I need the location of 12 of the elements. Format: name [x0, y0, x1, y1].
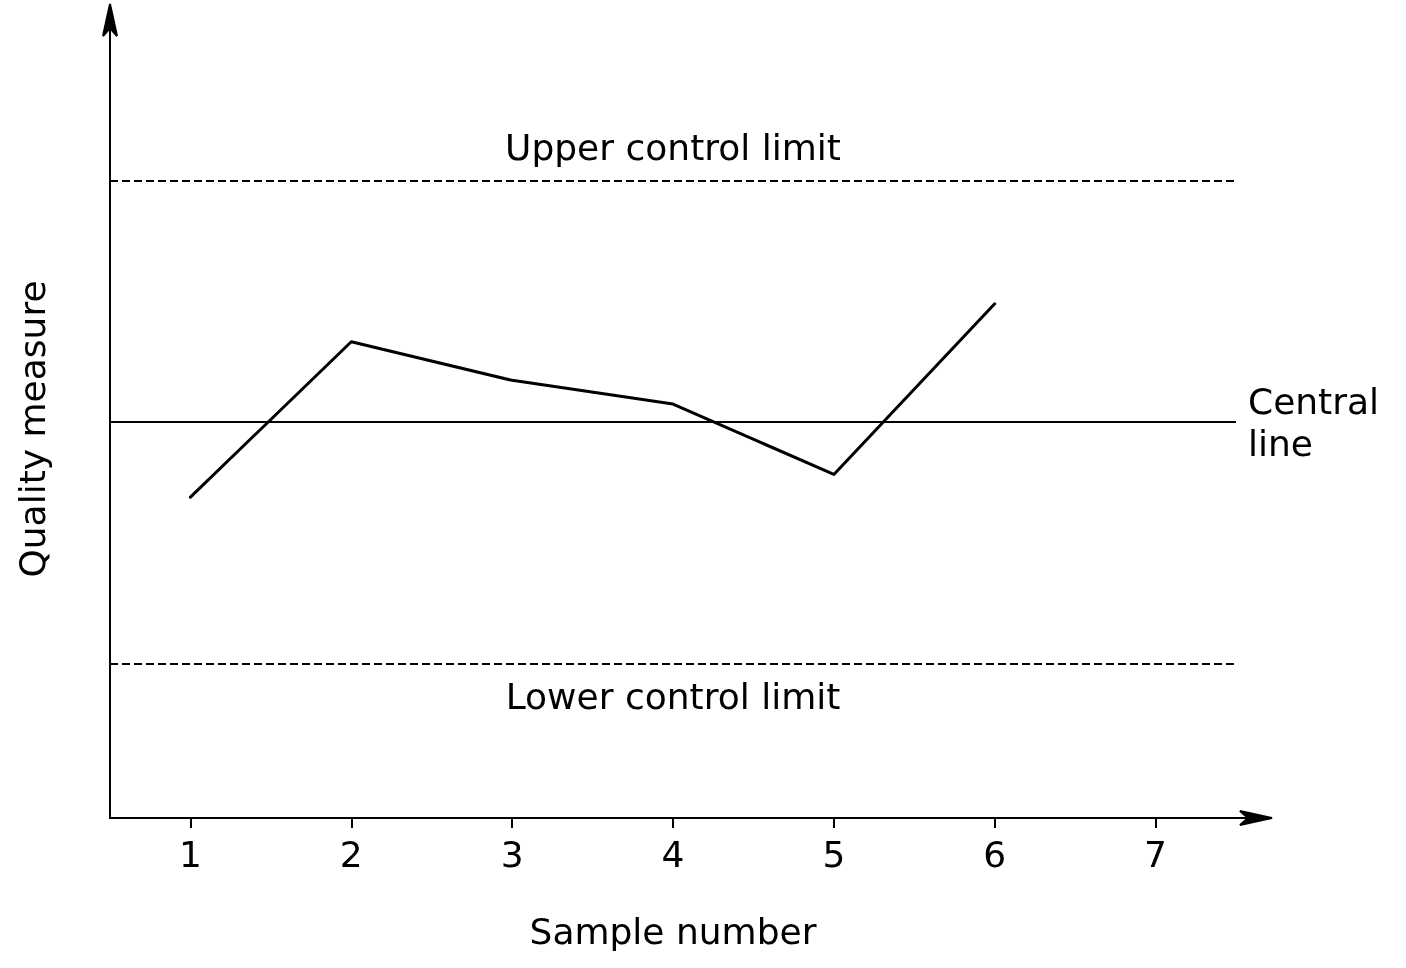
- ref-line-label: Lower control limit: [505, 676, 841, 718]
- y-axis-title: Quality measure: [11, 280, 53, 578]
- x-tick-label: 6: [983, 833, 1007, 875]
- x-tick-label: 7: [1144, 833, 1168, 875]
- x-tick-label: 1: [178, 833, 202, 875]
- x-tick-label: 3: [500, 833, 524, 875]
- x-tick-label: 2: [339, 833, 363, 875]
- x-tick-label: 4: [661, 833, 685, 875]
- ref-line-label: Central line: [1248, 380, 1380, 464]
- x-axis-title: Sample number: [529, 910, 817, 952]
- x-tick-label: 5: [822, 833, 846, 875]
- ref-line-label: Upper control limit: [505, 126, 841, 168]
